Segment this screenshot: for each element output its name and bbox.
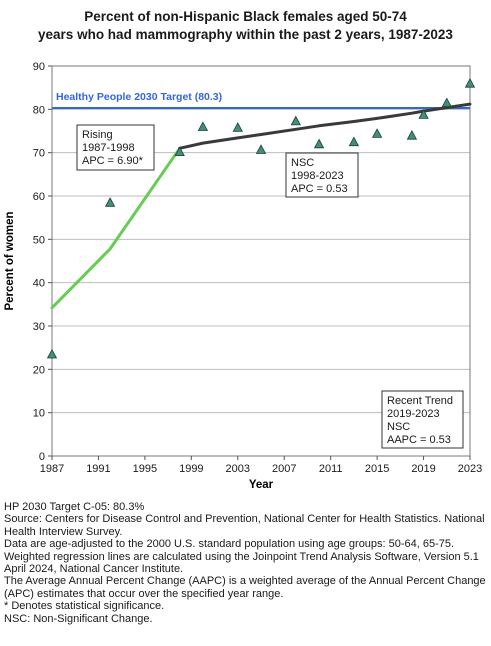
data-point-1987 xyxy=(46,348,58,359)
annotation-nsc-line-3: APC = 0.53 xyxy=(291,183,348,195)
x-axis-label: Year xyxy=(249,479,274,491)
y-tick-label-60: 60 xyxy=(33,191,45,203)
observed-points xyxy=(46,77,476,359)
footnote-regression: Weighted regression lines are calculated… xyxy=(4,550,479,576)
annotation-rising: Rising 1987-1998 APC = 6.90* xyxy=(76,124,155,171)
annotation-recent-trend: Recent Trend 2019-2023 NSC AAPC = 0.53 xyxy=(381,390,464,449)
annotation-nsc-line-2: 1998-2023 xyxy=(291,170,344,182)
plot-area-border xyxy=(51,65,471,457)
x-tick-label-2011: 2011 xyxy=(319,463,343,475)
annotation-rising-box xyxy=(76,124,155,171)
annotation-rising-line-1: Rising xyxy=(82,129,113,141)
x-tick-label-1995: 1995 xyxy=(133,463,157,475)
y-tick-label-10: 10 xyxy=(33,408,45,420)
footnote-age-adjust: Data are age-adjusted to the 2000 U.S. s… xyxy=(4,538,455,551)
data-point-2010 xyxy=(313,138,325,149)
x-tick-label-2003: 2003 xyxy=(226,463,250,475)
annotation-nsc: NSC 1998-2023 APC = 0.53 xyxy=(285,152,359,198)
data-point-2005 xyxy=(255,144,267,154)
annotation-recent-line-1: Recent Trend xyxy=(387,395,453,407)
chart-title-line-1: Percent of non-Hispanic Black females ag… xyxy=(84,9,407,24)
chart-title-line-2: years who had mammography within the pas… xyxy=(38,27,453,42)
annotation-recent-line-2: 2019-2023 xyxy=(387,408,440,420)
trend-line-nsc xyxy=(178,102,472,150)
footnote-source: Source: Centers for Disease Control and … xyxy=(4,513,485,538)
x-tick-label-2023: 2023 xyxy=(458,463,482,475)
x-tick-label-2015: 2015 xyxy=(365,463,389,475)
y-tick-label-90: 90 xyxy=(33,61,45,73)
data-point-1998 xyxy=(174,146,185,157)
data-point-2019 xyxy=(418,109,429,119)
y-tick-label-70: 70 xyxy=(33,148,45,160)
y-tick-label-20: 20 xyxy=(33,364,45,376)
chart-title: Percent of non-Hispanic Black females ag… xyxy=(0,8,491,44)
data-point-2013 xyxy=(348,136,360,147)
footnote-aapc: The Average Annual Percent Change (AAPC)… xyxy=(4,575,486,600)
annotation-nsc-box xyxy=(285,152,359,198)
y-tick-label-40: 40 xyxy=(33,278,45,290)
data-point-2015 xyxy=(371,128,383,138)
data-point-2008 xyxy=(290,115,301,126)
footnote-nsc: NSC: Non-Significant Change. xyxy=(4,612,153,625)
x-tick-label-1991: 1991 xyxy=(86,463,110,475)
annotation-nsc-line-1: NSC xyxy=(291,157,314,169)
data-point-2023 xyxy=(464,77,476,88)
footnote-target: HP 2030 Target C-05: 80.3% xyxy=(4,501,145,513)
y-tick-label-80: 80 xyxy=(33,104,45,116)
data-point-2018 xyxy=(406,129,418,140)
target-line-group: Healthy People 2030 Target (80.3) xyxy=(52,91,470,110)
y-axis-label: Percent of women xyxy=(4,211,16,310)
y-tick-label-50: 50 xyxy=(33,234,45,246)
data-point-2000 xyxy=(197,121,209,131)
annotation-rising-line-3: APC = 6.90* xyxy=(82,155,144,167)
x-tick-label-1987: 1987 xyxy=(40,463,64,475)
y-tick-label-0: 0 xyxy=(39,451,45,463)
annotation-recent-line-4: AAPC = 0.53 xyxy=(387,434,451,446)
target-label: Healthy People 2030 Target (80.3) xyxy=(56,91,222,103)
footnote-significance: * Denotes statistical significance. xyxy=(4,600,165,613)
x-tick-label-2007: 2007 xyxy=(272,463,296,475)
data-point-2021 xyxy=(441,97,452,108)
axes: 0 10 20 30 40 50 60 70 80 90 1987 1991 1995 1999 2003 2… xyxy=(33,61,482,475)
mammography-chart: Healthy People 2030 Target (80.3) 0 10 20 3… xyxy=(4,61,482,491)
data-point-2003 xyxy=(232,122,243,132)
trend-line-rising xyxy=(50,146,182,310)
x-tick-label-2019: 2019 xyxy=(411,463,435,475)
trend-lines xyxy=(50,102,472,310)
x-tick-label-1999: 1999 xyxy=(179,463,203,475)
data-point-1992 xyxy=(104,197,116,207)
annotation-rising-line-2: 1987-1998 xyxy=(82,142,135,154)
y-tick-label-30: 30 xyxy=(33,321,45,333)
annotation-recent-box xyxy=(381,390,464,449)
footnotes: HP 2030 Target C-05: 80.3% Source: Cente… xyxy=(4,501,488,625)
annotation-recent-line-3: NSC xyxy=(387,421,410,433)
